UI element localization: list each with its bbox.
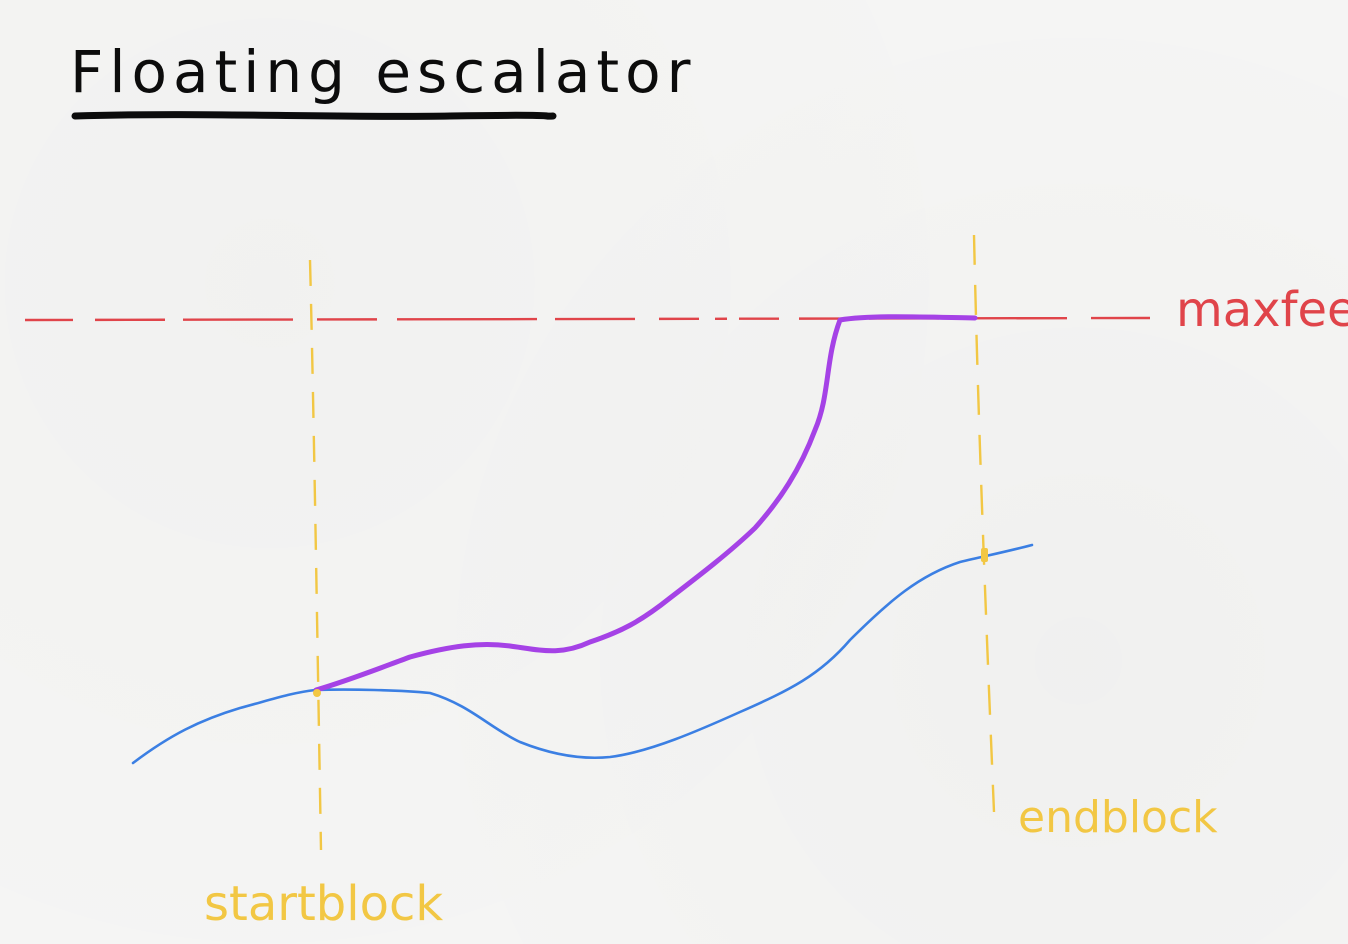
base-curve [131,543,1034,765]
end-marker [981,548,988,562]
start-block-line [308,259,323,851]
title-underline [71,111,557,120]
start-label: startblock [204,876,443,932]
start-marker [313,689,321,697]
max-label: maxfee [1176,282,1348,338]
max-line [24,316,1151,322]
escalator-curve [313,314,978,693]
end-label: endblock [1018,792,1218,843]
end-block-line [972,234,996,813]
diagram-title: Floating escalator [70,38,696,106]
